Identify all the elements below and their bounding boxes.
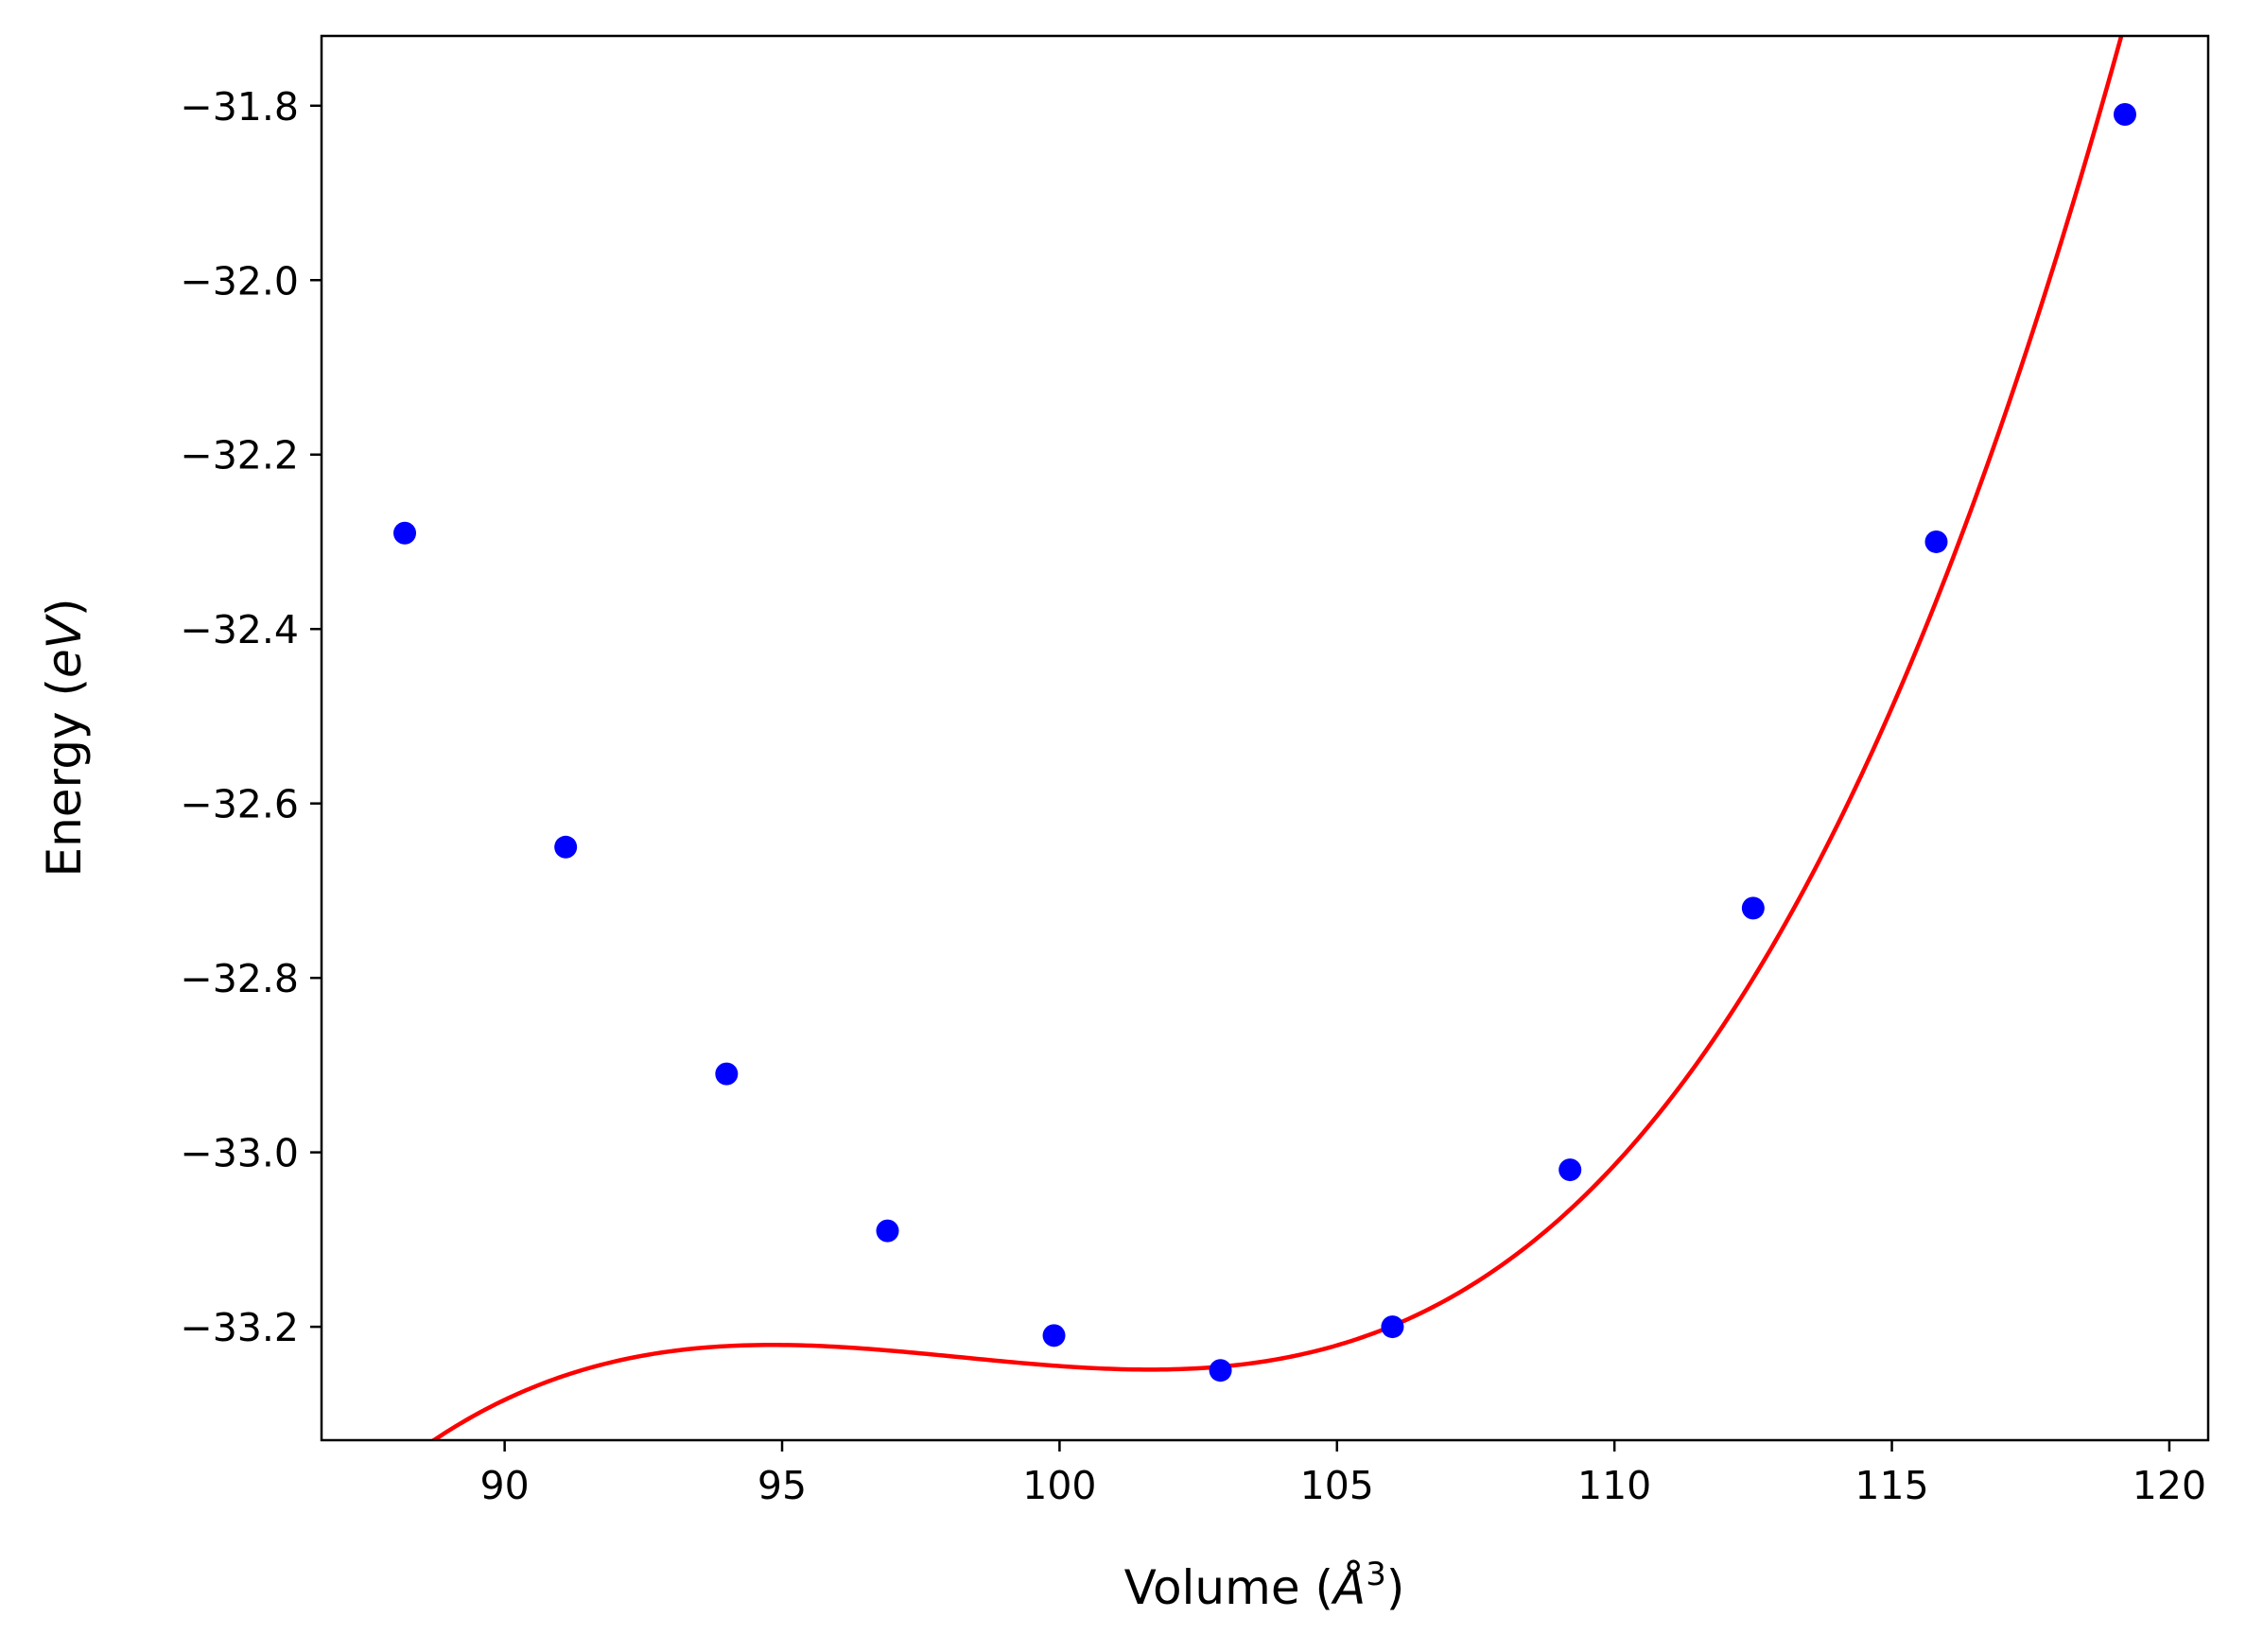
y-tick-label: −33.0 bbox=[180, 1131, 299, 1176]
data-point bbox=[2113, 103, 2136, 127]
x-axis: 90 95 100 105 110 115 120 bbox=[480, 1440, 2206, 1508]
y-tick-label: −32.2 bbox=[180, 433, 299, 478]
data-point bbox=[1924, 530, 1948, 553]
data-point bbox=[1042, 1324, 1066, 1348]
data-point bbox=[1558, 1158, 1582, 1182]
data-point bbox=[1741, 896, 1765, 920]
x-axis-title: Volume (Å3) bbox=[1124, 1556, 1405, 1615]
data-point bbox=[554, 835, 578, 859]
x-tick-label: 90 bbox=[480, 1463, 530, 1508]
fit-curve-layer bbox=[429, 36, 2124, 1440]
y-tick-label: −32.0 bbox=[180, 258, 299, 304]
y-tick-label: −33.2 bbox=[180, 1305, 299, 1350]
y-tick-label: −31.8 bbox=[180, 84, 299, 130]
y-axis: −33.2 −33.0 −32.8 −32.6 −32.4 −32.2 −32.0 −31.8 bbox=[180, 84, 322, 1350]
y-axis-title: Energy (eV) bbox=[37, 599, 92, 878]
data-points-layer bbox=[393, 103, 2136, 1382]
x-tick-label: 110 bbox=[1577, 1463, 1651, 1508]
x-tick-label: 100 bbox=[1022, 1463, 1096, 1508]
x-tick-label: 115 bbox=[1854, 1463, 1928, 1508]
y-tick-label: −32.6 bbox=[180, 782, 299, 827]
plot-frame bbox=[320, 34, 2210, 1442]
data-point bbox=[876, 1219, 899, 1243]
x-tick-label: 105 bbox=[1300, 1463, 1374, 1508]
x-tick-label: 120 bbox=[2133, 1463, 2206, 1508]
data-point bbox=[715, 1062, 739, 1086]
y-tick-label: −32.4 bbox=[180, 607, 299, 652]
x-tick-label: 95 bbox=[757, 1463, 807, 1508]
data-point bbox=[393, 521, 417, 545]
y-tick-label: −32.8 bbox=[180, 956, 299, 1001]
data-point bbox=[1209, 1359, 1232, 1382]
fit-curve bbox=[429, 36, 2124, 1440]
data-point bbox=[1381, 1315, 1404, 1339]
